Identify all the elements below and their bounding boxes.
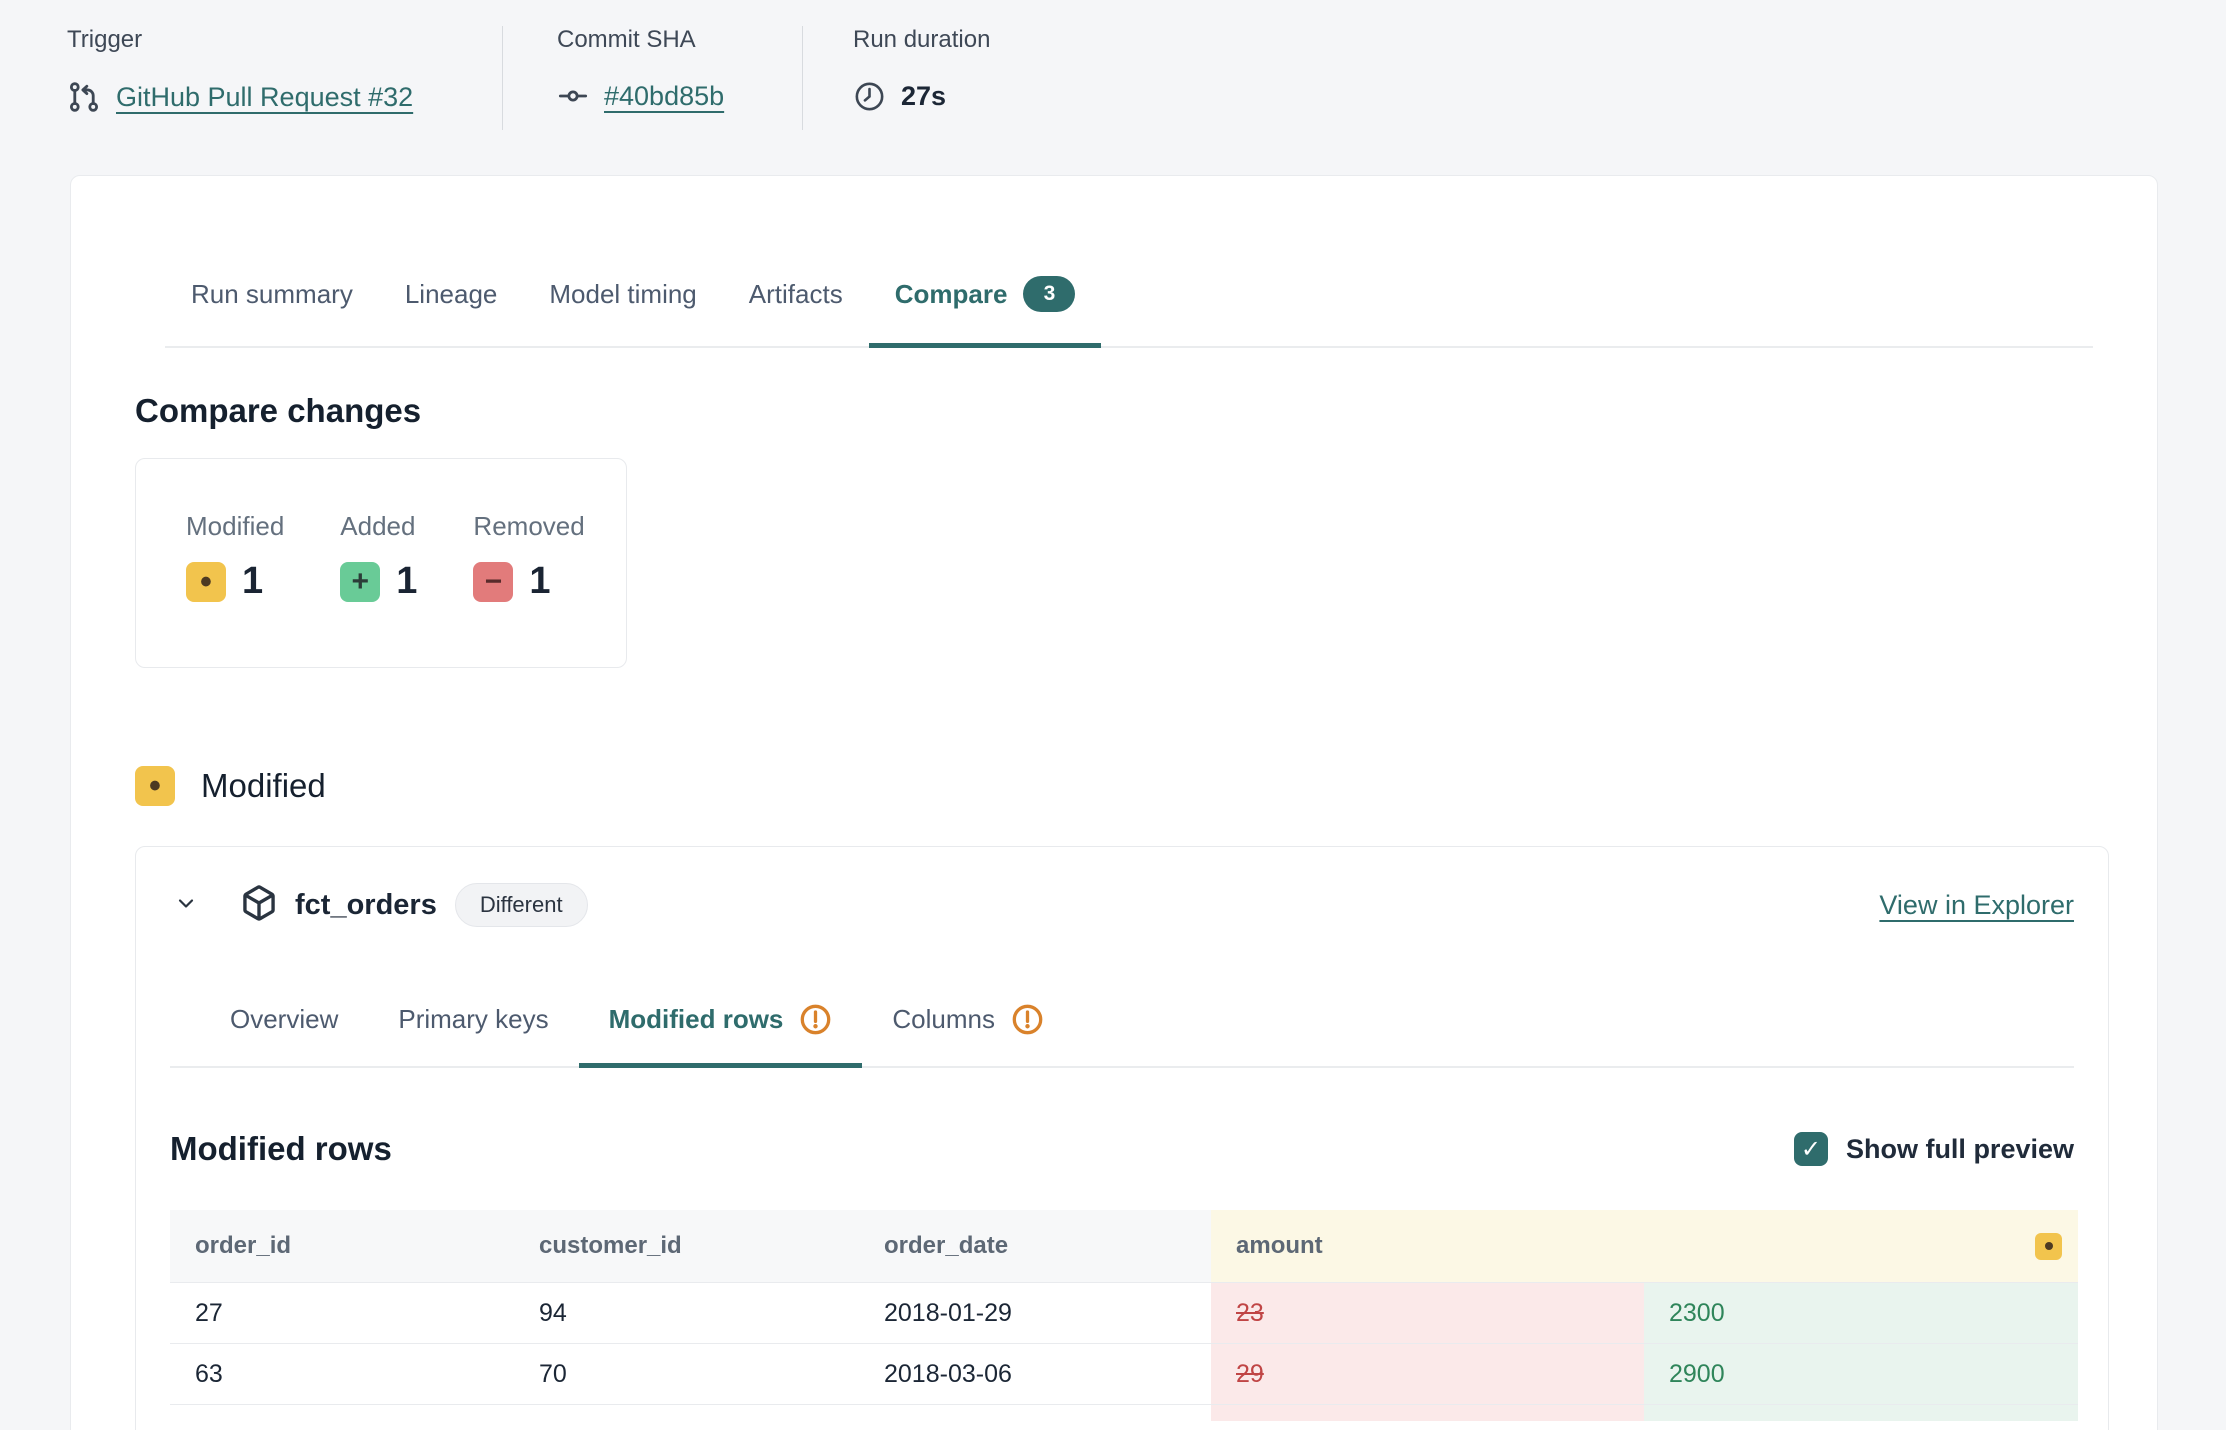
table-row: 27 94 2018-01-29 23 2300: [170, 1283, 2078, 1344]
table-row-clipped: [170, 1405, 2078, 1421]
modified-icon: •: [135, 766, 175, 806]
cell-amount-old: 23: [1211, 1283, 1644, 1344]
cell-order-date: 2018-01-29: [859, 1283, 1211, 1344]
commit-label: Commit SHA: [557, 26, 696, 53]
modified-icon: •: [186, 561, 226, 602]
model-cube-icon: [241, 884, 277, 926]
trigger-group: Trigger GitHub Pull Request #32: [67, 26, 502, 130]
commit-sha-link[interactable]: #40bd85b: [604, 80, 725, 111]
stat-label: Added: [340, 511, 416, 541]
trigger-label: Trigger: [67, 26, 143, 53]
stat-modified: Modified • 1: [186, 511, 284, 667]
run-meta-bar: Trigger GitHub Pull Request #32 Commit S…: [0, 0, 2226, 147]
model-name: fct_orders: [295, 888, 437, 921]
model-header: fct_orders Different View in Explorer: [170, 847, 2074, 927]
modified-group-heading: • Modified: [135, 766, 2093, 806]
cell-amount-old: 29: [1211, 1344, 1644, 1405]
compare-count-badge: 3: [1023, 276, 1076, 312]
duration-value: 27s: [901, 81, 947, 111]
show-full-preview-toggle[interactable]: ✓ Show full preview: [1793, 1132, 2074, 1166]
stat-value: 1: [242, 560, 264, 602]
model-tabs: Overview Primary keys Modified rows Colu…: [170, 1003, 2074, 1068]
run-detail-card: Run summary Lineage Model timing Artifac…: [70, 175, 2158, 1430]
run-tabs: Run summary Lineage Model timing Artifac…: [165, 276, 2093, 348]
tab-label: Model timing: [549, 278, 697, 309]
stat-value: 1: [396, 560, 418, 602]
toggle-label: Show full preview: [1845, 1133, 2074, 1164]
tab-model-timing[interactable]: Model timing: [523, 276, 722, 346]
stat-value: 1: [529, 560, 551, 602]
cell-amount-new: 2300: [1644, 1283, 2078, 1344]
status-badge: Different: [454, 883, 588, 927]
table-row: 63 70 2018-03-06 29 2900: [170, 1344, 2078, 1405]
cell-customer-id: 70: [514, 1344, 859, 1405]
duration-label: Run duration: [853, 26, 991, 53]
checkbox-checked-icon[interactable]: ✓: [1793, 1132, 1828, 1166]
col-header-amount: amount: [1211, 1210, 2078, 1283]
tab-label: Primary keys: [398, 1004, 549, 1034]
tab-overview[interactable]: Overview: [200, 1003, 368, 1066]
cell-amount-new: 2900: [1644, 1344, 2078, 1405]
tab-lineage[interactable]: Lineage: [379, 276, 524, 346]
tab-label: Run summary: [191, 278, 353, 309]
chevron-down-icon[interactable]: [174, 891, 198, 920]
modified-group-label: Modified: [201, 767, 326, 804]
col-header-order-id: order_id: [170, 1210, 514, 1283]
modified-rows-heading: Modified rows: [170, 1130, 392, 1167]
pull-request-icon: [67, 80, 101, 114]
warning-icon: [799, 1003, 832, 1036]
clock-icon: [853, 80, 886, 113]
cell-order-id: 27: [170, 1283, 514, 1344]
modified-rows-table: order_id customer_id order_date amount 2…: [170, 1210, 2078, 1421]
stat-label: Removed: [473, 511, 585, 541]
cell-customer-id: 94: [514, 1283, 859, 1344]
tab-label: Columns: [892, 1004, 995, 1034]
tab-compare[interactable]: Compare 3: [868, 276, 1102, 348]
git-commit-icon: [557, 80, 589, 112]
view-in-explorer-link[interactable]: View in Explorer: [1879, 889, 2074, 920]
stat-label: Modified: [186, 511, 285, 541]
model-card-fct-orders: fct_orders Different View in Explorer Ov…: [135, 846, 2109, 1430]
stat-removed: Removed − 1: [473, 511, 585, 667]
stat-added: Added + 1: [340, 511, 417, 667]
tab-label: Compare: [894, 278, 1008, 309]
compare-summary-card: Modified • 1 Added + 1 Removed − 1: [135, 458, 627, 668]
cell-order-date: 2018-03-06: [859, 1344, 1211, 1405]
col-header-order-date: order_date: [859, 1210, 1211, 1283]
modified-column-icon: [2035, 1232, 2062, 1260]
tab-run-summary[interactable]: Run summary: [165, 276, 379, 346]
tab-label: Artifacts: [748, 278, 843, 309]
duration-group: Run duration 27s: [802, 26, 990, 130]
amount-header-label: amount: [1236, 1232, 1323, 1259]
compare-changes-heading: Compare changes: [135, 392, 422, 429]
tab-columns[interactable]: Columns: [862, 1003, 1074, 1066]
table-header-row: order_id customer_id order_date amount: [170, 1210, 2078, 1283]
col-header-customer-id: customer_id: [514, 1210, 859, 1283]
trigger-link[interactable]: GitHub Pull Request #32: [116, 81, 414, 112]
warning-icon: [1011, 1003, 1044, 1036]
cell-order-id: 63: [170, 1344, 514, 1405]
tab-modified-rows[interactable]: Modified rows: [578, 1003, 863, 1068]
modified-rows-header: Modified rows ✓ Show full preview: [170, 1130, 2074, 1168]
added-icon: +: [340, 561, 381, 602]
removed-icon: −: [473, 561, 514, 602]
tab-primary-keys[interactable]: Primary keys: [368, 1003, 578, 1066]
tab-artifacts[interactable]: Artifacts: [723, 276, 869, 346]
tab-label: Modified rows: [608, 1004, 784, 1034]
tab-label: Lineage: [404, 278, 498, 309]
commit-group: Commit SHA #40bd85b: [502, 26, 802, 130]
tab-label: Overview: [230, 1004, 339, 1034]
